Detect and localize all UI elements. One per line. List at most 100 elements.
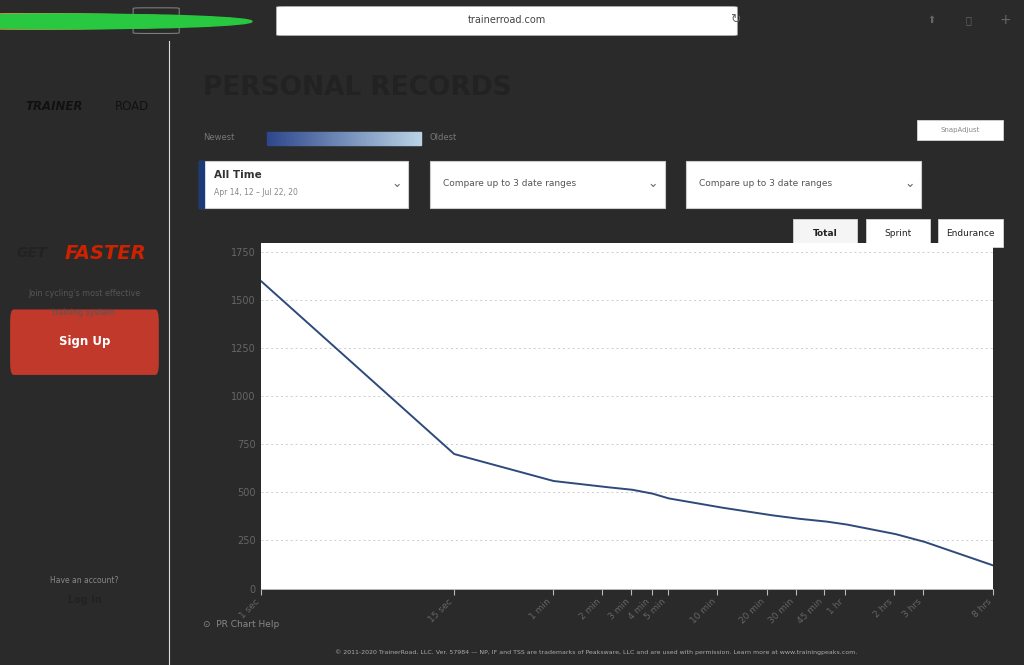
Bar [279, 132, 280, 146]
Text: GET: GET [16, 246, 47, 260]
Bar [306, 132, 307, 146]
Bar [273, 132, 275, 146]
Text: Apr 14, 12 – Jul 22, 20: Apr 14, 12 – Jul 22, 20 [214, 188, 298, 198]
Bar [272, 132, 273, 146]
Bar [365, 132, 366, 146]
Bar [332, 132, 334, 146]
Bar [418, 132, 420, 146]
Text: ROAD: ROAD [115, 100, 150, 113]
Text: <: < [92, 15, 102, 25]
Bar [329, 132, 331, 146]
Bar [199, 161, 204, 207]
Text: +: + [999, 13, 1012, 27]
Text: © 2011-2020 TrainerRoad, LLC. Ver. 57984 — NP, IF and TSS are trademarks of Peak: © 2011-2020 TrainerRoad, LLC. Ver. 57984… [335, 650, 858, 655]
FancyBboxPatch shape [10, 309, 159, 375]
Bar [337, 132, 338, 146]
Bar [411, 132, 412, 146]
Bar [326, 132, 328, 146]
Text: ⌄: ⌄ [904, 177, 914, 190]
Bar [384, 132, 386, 146]
Text: PERSONAL RECORDS: PERSONAL RECORDS [203, 75, 512, 101]
Bar [355, 132, 356, 146]
Bar [369, 132, 371, 146]
Bar [269, 132, 270, 146]
Text: Log In: Log In [68, 595, 101, 604]
Bar [316, 132, 318, 146]
Bar [312, 132, 313, 146]
Text: ⬆: ⬆ [928, 15, 936, 25]
FancyBboxPatch shape [794, 219, 857, 247]
Bar [328, 132, 329, 146]
Bar [414, 132, 415, 146]
Bar [377, 132, 378, 146]
Text: Have an account?: Have an account? [50, 577, 119, 585]
Bar [415, 132, 417, 146]
Bar [404, 132, 406, 146]
Bar [361, 132, 362, 146]
FancyBboxPatch shape [938, 219, 1002, 247]
Bar [303, 132, 304, 146]
Bar [371, 132, 372, 146]
Bar [289, 132, 291, 146]
Bar [347, 132, 349, 146]
Text: ⌄: ⌄ [391, 177, 401, 190]
Bar [399, 132, 401, 146]
Text: Sprint: Sprint [885, 229, 911, 238]
Bar [313, 132, 315, 146]
Text: Sign Up: Sign Up [58, 335, 111, 348]
Text: Newest: Newest [203, 134, 234, 142]
Text: >: > [113, 15, 123, 25]
Bar [340, 132, 341, 146]
Bar [322, 132, 323, 146]
Bar [288, 132, 289, 146]
Bar [270, 132, 272, 146]
Bar [393, 132, 395, 146]
Bar [344, 132, 346, 146]
Bar [409, 132, 411, 146]
Bar [378, 132, 380, 146]
Bar [319, 132, 322, 146]
Bar [341, 132, 343, 146]
Bar [349, 132, 350, 146]
Bar [292, 132, 294, 146]
Bar [276, 132, 279, 146]
Bar [301, 132, 303, 146]
Bar [298, 132, 300, 146]
Circle shape [0, 14, 229, 29]
Text: Compare up to 3 date ranges: Compare up to 3 date ranges [699, 179, 833, 188]
FancyBboxPatch shape [199, 161, 409, 207]
Text: Endurance: Endurance [946, 229, 994, 238]
Bar [346, 132, 347, 146]
Bar [406, 132, 408, 146]
Bar [307, 132, 309, 146]
Text: TRAINER: TRAINER [26, 100, 83, 113]
Bar [420, 132, 421, 146]
Bar [375, 132, 377, 146]
Bar [286, 132, 288, 146]
Bar [310, 132, 312, 146]
Bar [358, 132, 359, 146]
Text: training system.: training system. [52, 308, 117, 317]
Bar [283, 132, 285, 146]
Bar [267, 132, 269, 146]
Bar [412, 132, 414, 146]
FancyBboxPatch shape [276, 7, 737, 35]
Bar [380, 132, 381, 146]
Text: SnapAdjust: SnapAdjust [940, 127, 980, 133]
Bar [408, 132, 409, 146]
Bar [383, 132, 384, 146]
FancyBboxPatch shape [686, 161, 922, 207]
FancyBboxPatch shape [430, 161, 665, 207]
Bar [315, 132, 316, 146]
Bar [387, 132, 389, 146]
Bar [374, 132, 375, 146]
Bar [275, 132, 276, 146]
Bar [398, 132, 399, 146]
FancyBboxPatch shape [866, 219, 930, 247]
Bar [323, 132, 325, 146]
Text: ⌄: ⌄ [648, 177, 658, 190]
Bar [402, 132, 404, 146]
Bar [331, 132, 332, 146]
Bar [386, 132, 387, 146]
Text: FASTER: FASTER [65, 244, 145, 263]
